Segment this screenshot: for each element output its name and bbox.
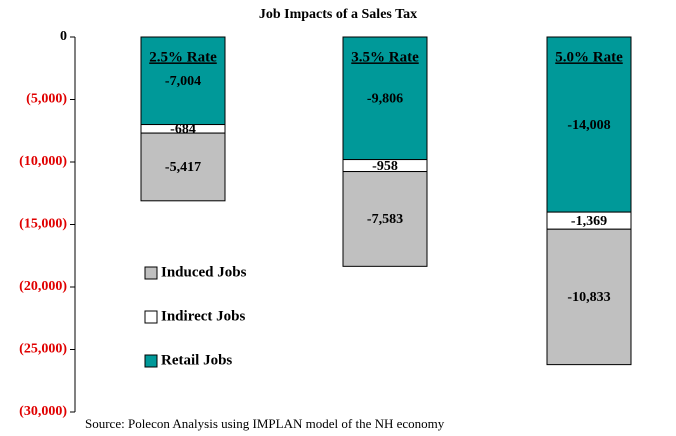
value-label: -1,369 <box>571 214 607 229</box>
value-label: -14,008 <box>567 118 610 133</box>
legend-swatch <box>144 354 158 368</box>
legend-label: Indirect Jobs <box>161 308 245 324</box>
y-tick-label: (15,000) <box>19 217 67 232</box>
legend-swatch <box>144 310 158 324</box>
value-label: -9,806 <box>367 92 403 107</box>
value-label: -10,833 <box>567 290 610 305</box>
y-tick-label: (30,000) <box>19 404 67 419</box>
value-label: -7,004 <box>165 74 201 89</box>
legend-swatch <box>144 266 158 280</box>
bar-segment <box>140 132 226 202</box>
value-label: -7,583 <box>367 212 403 227</box>
value-label: -5,417 <box>165 160 201 175</box>
bar-segment <box>546 228 632 366</box>
category-label: 5.0% Rate <box>555 49 623 65</box>
bar-segment <box>342 36 428 161</box>
bar-segment <box>342 171 428 267</box>
y-tick-label: (10,000) <box>19 154 67 169</box>
bar-segment <box>140 36 226 126</box>
source-note: Source: Polecon Analysis using IMPLAN mo… <box>85 416 445 431</box>
y-tick-label: (20,000) <box>19 279 67 294</box>
y-tick-label: 0 <box>60 29 67 44</box>
category-label: 3.5% Rate <box>351 49 419 65</box>
legend-label: Induced Jobs <box>161 264 247 280</box>
category-label: 2.5% Rate <box>149 49 217 65</box>
bar-segment <box>546 36 632 213</box>
value-label: -958 <box>372 159 398 174</box>
legend-label: Retail Jobs <box>161 352 232 368</box>
y-tick-label: (5,000) <box>26 92 67 107</box>
chart-title: Job Impacts of a Sales Tax <box>259 7 417 22</box>
y-tick-label: (25,000) <box>19 342 67 357</box>
